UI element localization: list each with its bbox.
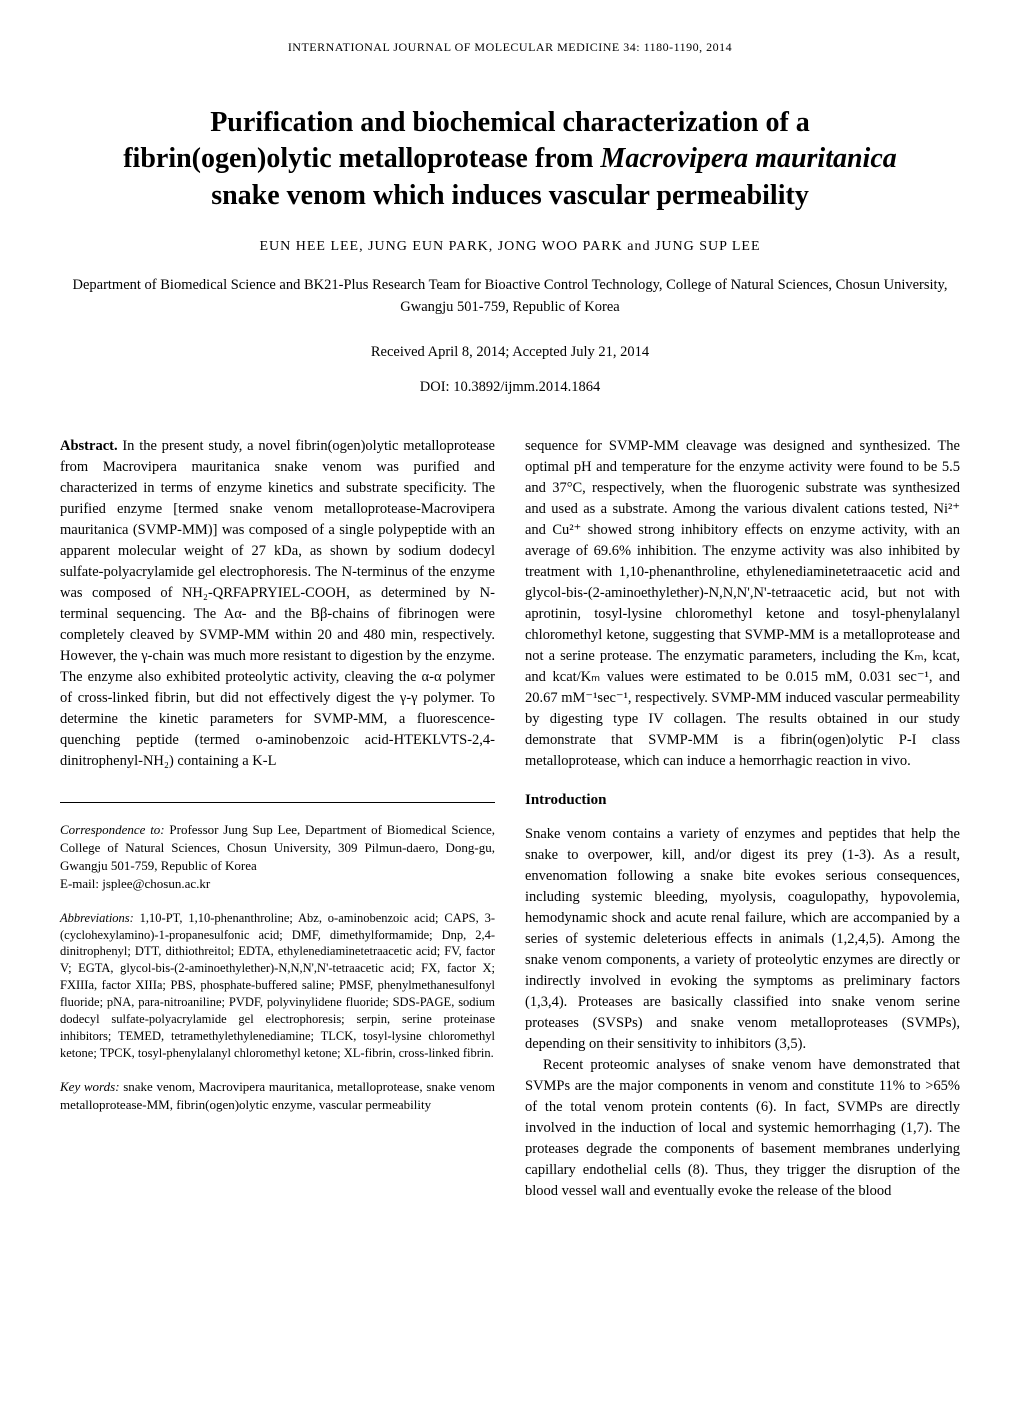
abstract-body: In the present study, a novel fibrin(oge… <box>60 438 495 769</box>
title-line-2-italic: Macrovipera mauritanica <box>600 143 896 174</box>
correspondence-email: E-mail: jsplee@chosun.ac.kr <box>60 876 210 891</box>
dates: Received April 8, 2014; Accepted July 21… <box>60 344 960 361</box>
introduction-heading: Introduction <box>525 790 960 812</box>
abbreviations-block: Abbreviations: 1,10-PT, 1,10-phenanthrol… <box>60 910 495 1062</box>
intro-paragraph-2: Recent proteomic analyses of snake venom… <box>525 1055 960 1202</box>
article-title: Purification and biochemical characteriz… <box>60 105 960 214</box>
abbreviations-label: Abbreviations: <box>60 911 134 925</box>
abstract-continuation: sequence for SVMP-MM cleavage was design… <box>525 436 960 772</box>
journal-header: INTERNATIONAL JOURNAL OF MOLECULAR MEDIC… <box>60 40 960 55</box>
title-line-2-pre: fibrin(ogen)olytic metalloprotease from <box>123 143 600 174</box>
affiliation: Department of Biomedical Science and BK2… <box>60 275 960 319</box>
two-column-layout: Abstract. In the present study, a novel … <box>60 436 960 1202</box>
keywords-block: Key words: snake venom, Macrovipera maur… <box>60 1078 495 1114</box>
section-divider <box>60 802 495 803</box>
abbreviations-text: 1,10-PT, 1,10-phenanthroline; Abz, o-ami… <box>60 911 495 1060</box>
abstract-section: Abstract. In the present study, a novel … <box>60 436 495 772</box>
keywords-label: Key words: <box>60 1079 120 1094</box>
intro-paragraph-1: Snake venom contains a variety of enzyme… <box>525 824 960 1055</box>
right-column: sequence for SVMP-MM cleavage was design… <box>525 436 960 1202</box>
keywords-text: snake venom, Macrovipera mauritanica, me… <box>60 1079 495 1112</box>
correspondence-block: Correspondence to: Professor Jung Sup Le… <box>60 821 495 894</box>
title-line-3: snake venom which induces vascular perme… <box>211 180 809 211</box>
title-line-1: Purification and biochemical characteriz… <box>210 107 810 138</box>
doi: DOI: 10.3892/ijmm.2014.1864 <box>60 379 960 396</box>
abstract-label: Abstract. <box>60 438 118 454</box>
authors-list: EUN HEE LEE, JUNG EUN PARK, JONG WOO PAR… <box>60 239 960 255</box>
left-column: Abstract. In the present study, a novel … <box>60 436 495 1202</box>
correspondence-label: Correspondence to: <box>60 822 165 837</box>
